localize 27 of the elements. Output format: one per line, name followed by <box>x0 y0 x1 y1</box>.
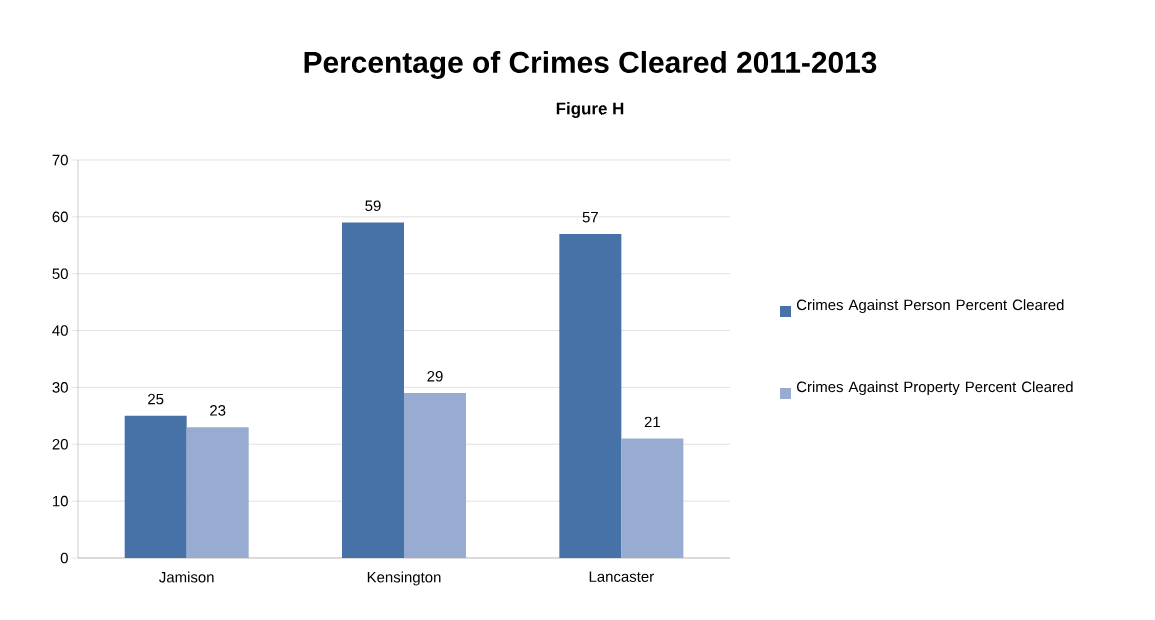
data-label: 29 <box>427 371 443 382</box>
y-tick-label: 0 <box>60 552 68 564</box>
chart-subtitle: Figure H <box>556 102 624 118</box>
bar <box>404 393 467 558</box>
bar <box>621 438 684 558</box>
bar <box>124 415 187 558</box>
data-label: 57 <box>582 211 598 223</box>
y-tick-label: 50 <box>52 268 68 279</box>
x-tick-label: Kensington <box>367 571 441 586</box>
data-label: 23 <box>210 405 226 416</box>
y-tick-label: 40 <box>52 325 68 336</box>
data-label: 25 <box>148 393 164 405</box>
bar <box>342 222 405 558</box>
y-tick-label: 60 <box>52 211 68 223</box>
x-tick-label: Jamison <box>159 571 214 583</box>
x-tick-label: Lancaster <box>589 571 654 582</box>
chart-title: Percentage of Crimes Cleared 2011-2013 <box>304 50 877 79</box>
data-label: 21 <box>644 416 660 428</box>
y-tick-label: 30 <box>52 382 68 393</box>
y-tick-label: 70 <box>52 154 68 166</box>
y-tick-label: 10 <box>53 495 68 507</box>
y-tick-label: 20 <box>52 438 68 450</box>
bar <box>559 233 622 558</box>
legend-label: Crimes Against Property Percent Cleared <box>796 381 1073 396</box>
bar <box>186 427 249 558</box>
legend-label: Crimes Against Person Percent Cleared <box>796 299 1064 314</box>
data-label: 59 <box>365 200 381 212</box>
